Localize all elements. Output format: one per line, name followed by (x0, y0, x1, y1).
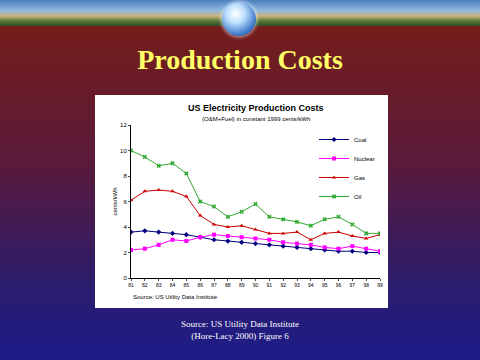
html-text:Source: US Utility Data Instit: Source: US Utility Data Institute (181, 319, 299, 329)
svg-text:12: 12 (120, 122, 127, 128)
svg-text:0: 0 (123, 275, 127, 281)
svg-text:99: 99 (377, 282, 383, 288)
svg-text:97: 97 (350, 282, 356, 288)
svg-text:89: 89 (239, 282, 245, 288)
svg-text:87: 87 (211, 282, 217, 288)
svg-text:90: 90 (253, 282, 259, 288)
svg-text:95: 95 (322, 282, 328, 288)
svg-text:93: 93 (294, 282, 300, 288)
svg-text:6: 6 (123, 199, 127, 205)
svg-text:88: 88 (225, 282, 231, 288)
svg-text:2: 2 (123, 250, 127, 256)
svg-text:10: 10 (120, 148, 127, 154)
svg-text:4: 4 (123, 224, 127, 230)
svg-text:85: 85 (184, 282, 190, 288)
svg-text:98: 98 (363, 282, 369, 288)
svg-text:Coal: Coal (354, 137, 366, 143)
svg-text:94: 94 (308, 282, 314, 288)
svg-text:92: 92 (280, 282, 286, 288)
svg-text:8: 8 (123, 173, 127, 179)
svg-text:81: 81 (128, 282, 134, 288)
svg-text:84: 84 (170, 282, 176, 288)
svg-text:US Electricity Production Cost: US Electricity Production Costs (188, 103, 324, 113)
svg-text:(O&M+Fuel) in constant 1999 ce: (O&M+Fuel) in constant 1999 cents/kWh (202, 116, 310, 122)
svg-text:86: 86 (197, 282, 203, 288)
svg-text:Nuclear: Nuclear (354, 156, 375, 162)
html-text:Production Costs: Production Costs (137, 44, 343, 75)
svg-text:96: 96 (336, 282, 342, 288)
svg-text:Gas: Gas (354, 175, 365, 181)
svg-text:cents/kWh: cents/kWh (112, 187, 118, 215)
html-text:(Hore-Lacy 2000) Figure 6: (Hore-Lacy 2000) Figure 6 (191, 331, 289, 341)
svg-text:82: 82 (142, 282, 148, 288)
svg-text:83: 83 (156, 282, 162, 288)
svg-text:Source: US Utility Data Instit: Source: US Utility Data Institute (133, 294, 218, 300)
svg-text:Oil: Oil (354, 194, 361, 200)
svg-text:91: 91 (267, 282, 273, 288)
